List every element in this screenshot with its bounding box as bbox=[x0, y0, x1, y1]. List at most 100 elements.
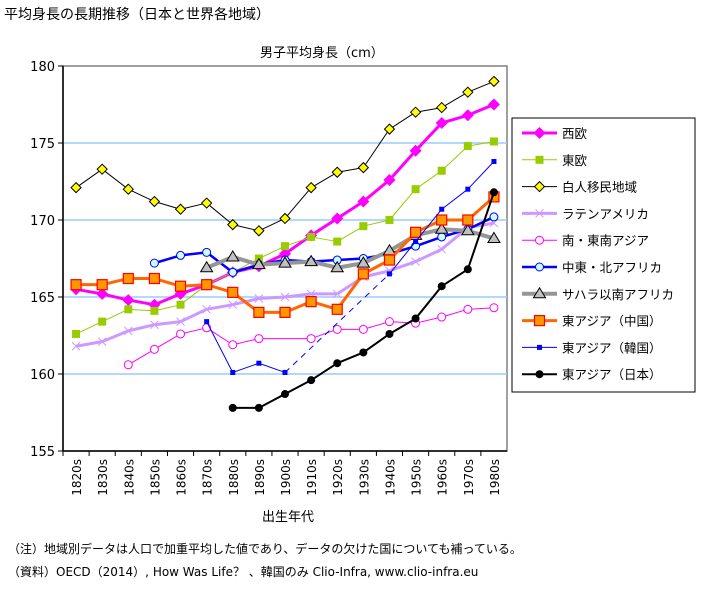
data-point bbox=[359, 222, 368, 231]
y-tick-label: 175 bbox=[30, 137, 55, 152]
data-point bbox=[122, 183, 135, 195]
series-line-segment bbox=[441, 145, 469, 172]
series-line-segment bbox=[75, 168, 103, 189]
series-line-segment bbox=[441, 91, 469, 109]
data-point bbox=[254, 403, 263, 412]
legend-label: 西欧 bbox=[562, 126, 588, 141]
series-line-segment bbox=[75, 321, 103, 335]
data-point bbox=[280, 292, 290, 302]
data-point bbox=[70, 181, 82, 194]
data-point bbox=[385, 329, 394, 338]
series-line-segment bbox=[258, 295, 286, 301]
x-tick-label: 1880s bbox=[227, 459, 241, 496]
series-7 bbox=[70, 191, 500, 318]
y-tick-label: 155 bbox=[30, 445, 55, 460]
series-9 bbox=[228, 188, 498, 412]
series-line-segment bbox=[414, 247, 443, 263]
data-point bbox=[413, 239, 419, 245]
legend-label: ラテンアメリカ bbox=[562, 206, 649, 221]
series-line-segment bbox=[467, 80, 495, 93]
x-tick-label: 1870s bbox=[201, 459, 215, 496]
data-point bbox=[174, 203, 187, 215]
series-line-segment bbox=[258, 218, 286, 232]
series-line-segment bbox=[388, 317, 417, 335]
data-point bbox=[199, 260, 214, 273]
source-text: （資料）OECD（2014）, How Was Life？ 、韓国のみ Clio… bbox=[8, 565, 479, 579]
data-point bbox=[358, 324, 368, 334]
series-3 bbox=[71, 218, 499, 351]
data-point bbox=[70, 279, 82, 291]
x-tick-label: 1850s bbox=[148, 459, 162, 496]
legend-marker bbox=[535, 370, 544, 379]
series-line-segment bbox=[75, 340, 103, 348]
x-tick-label: 1830s bbox=[96, 459, 110, 496]
data-point bbox=[204, 319, 210, 325]
data-point bbox=[383, 123, 396, 135]
y-tick-label: 170 bbox=[30, 214, 55, 229]
series-line-segment bbox=[415, 235, 443, 248]
series-4 bbox=[123, 303, 499, 370]
data-point bbox=[71, 341, 81, 351]
data-point bbox=[279, 212, 291, 225]
data-point bbox=[383, 254, 396, 266]
data-point bbox=[305, 296, 317, 308]
data-point bbox=[411, 257, 420, 266]
series-line-segment bbox=[389, 188, 416, 221]
series-line-segment bbox=[258, 362, 286, 373]
series-line-segment bbox=[284, 379, 312, 395]
data-point bbox=[409, 144, 422, 157]
data-point bbox=[96, 279, 108, 291]
series-line-segment bbox=[284, 292, 312, 299]
data-point bbox=[253, 306, 265, 318]
x-tick-label: 1960s bbox=[436, 459, 450, 496]
data-point bbox=[202, 304, 212, 314]
series-line-segment bbox=[467, 103, 495, 117]
data-point bbox=[409, 226, 422, 238]
data-point bbox=[176, 250, 186, 260]
data-point bbox=[434, 222, 449, 234]
data-point bbox=[201, 279, 213, 291]
data-point bbox=[489, 188, 498, 197]
series-line-segment bbox=[128, 308, 155, 312]
legend-marker bbox=[533, 180, 546, 193]
data-point bbox=[333, 359, 342, 368]
series-line-segment bbox=[232, 362, 260, 373]
series-line-segment bbox=[336, 225, 364, 242]
data-point bbox=[437, 282, 446, 291]
data-point bbox=[123, 360, 133, 370]
data-point bbox=[200, 197, 213, 209]
legend-marker bbox=[533, 127, 546, 139]
note-text: （注）地域別データは人口で加重平均した値であり、データの欠けた国についても補って… bbox=[8, 542, 522, 556]
data-point bbox=[385, 216, 394, 224]
series-line-segment bbox=[336, 200, 365, 220]
series-line-segment bbox=[389, 111, 416, 130]
data-point bbox=[435, 101, 448, 114]
series-line-segment bbox=[362, 128, 390, 168]
series-line-segment bbox=[388, 149, 417, 181]
x-tick-label: 1970s bbox=[462, 459, 476, 496]
data-point bbox=[487, 231, 501, 243]
legend-item: 西欧 bbox=[522, 126, 588, 141]
data-point bbox=[282, 369, 288, 375]
data-point bbox=[228, 340, 238, 350]
legend-marker bbox=[535, 262, 544, 272]
legend-marker bbox=[535, 209, 544, 218]
legend-label: 東アジア（韓国） bbox=[562, 340, 662, 355]
series-line-segment bbox=[127, 323, 155, 333]
x-tick-label: 1980s bbox=[488, 459, 502, 496]
data-point bbox=[227, 286, 239, 298]
data-point bbox=[333, 237, 342, 246]
x-tick-label: 1820s bbox=[70, 459, 84, 496]
data-point bbox=[437, 232, 447, 242]
series-line-segment bbox=[467, 140, 495, 147]
x-tick-label: 1940s bbox=[383, 459, 397, 496]
legend: 西欧東欧白人移民地域ラテンアメリカ南・東南アジア中東・北アフリカサハラ以南アフリ… bbox=[511, 117, 696, 393]
data-point bbox=[148, 195, 161, 208]
data-point bbox=[437, 312, 447, 322]
series-2 bbox=[70, 75, 500, 237]
data-point bbox=[460, 223, 475, 236]
series-line-segment bbox=[154, 320, 181, 327]
data-point bbox=[148, 272, 161, 285]
data-point bbox=[386, 271, 392, 277]
series-line-segment bbox=[310, 171, 338, 189]
